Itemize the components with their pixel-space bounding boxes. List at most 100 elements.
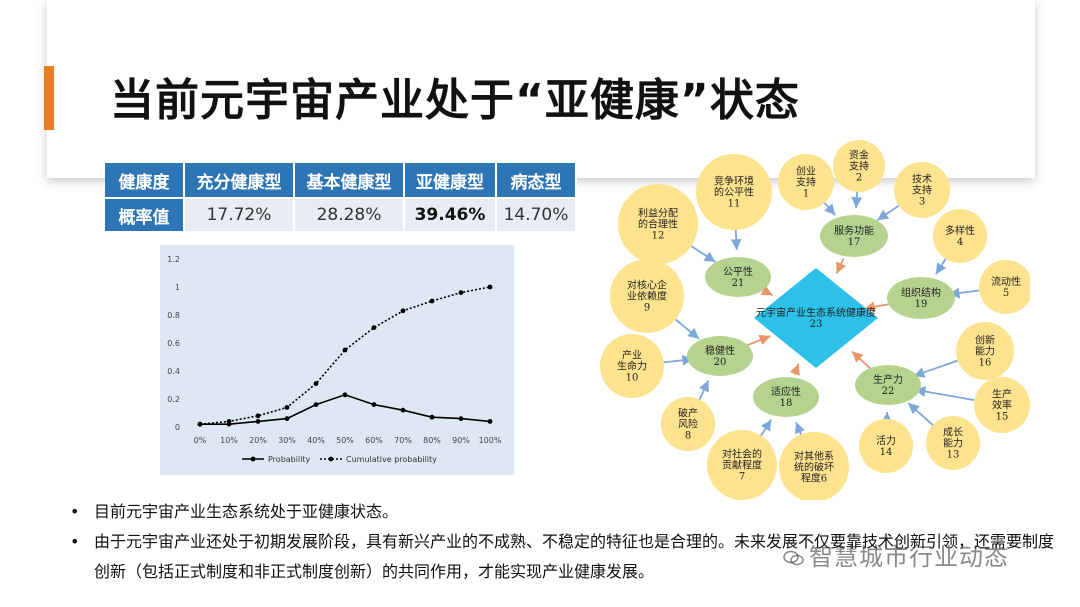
legend-label: Cumulative probability <box>346 455 437 464</box>
data-point <box>429 414 435 420</box>
indicator-node <box>696 154 772 230</box>
slide-title: 当前元宇宙产业处于“亚健康”状态 <box>110 75 800 126</box>
watermark: 智慧城市行业动态 <box>783 537 1009 572</box>
graph-edge <box>835 258 847 274</box>
health-table-header-cell: 基本健康型 <box>295 163 405 199</box>
graph-edge <box>851 191 863 209</box>
x-tick-label: 10% <box>220 436 238 445</box>
data-point <box>313 381 319 386</box>
data-point <box>197 421 203 427</box>
indicator-node <box>859 419 913 473</box>
bullet-text: 目前元宇宙产业生态系统处于亚健康状态。 <box>94 502 399 521</box>
indicator-node-label: 组织结构 19 <box>901 286 941 310</box>
y-tick-label: 0 <box>175 423 180 432</box>
x-tick-label: 60% <box>365 436 383 445</box>
y-tick-label: 1.2 <box>167 255 180 264</box>
health-table-cell: 28.28% <box>295 199 405 231</box>
data-point <box>284 416 290 421</box>
indicator-node-label: 流动性 5 <box>991 275 1021 299</box>
data-point <box>429 298 435 304</box>
x-tick-label: 100% <box>479 436 502 445</box>
indicator-node-label: 破产风险 8 <box>678 407 698 442</box>
bullet-dot-icon: • <box>70 532 80 551</box>
graph-edge <box>913 359 958 378</box>
indicator-node <box>887 277 955 319</box>
graph-edge <box>789 363 800 376</box>
bullet-item: • 由于元宇宙产业还处于初期发展阶段，具有新兴产业的不成熟、不稳定的特征也是合理… <box>70 527 1060 587</box>
y-tick-label: 0.2 <box>167 395 180 404</box>
graph-edge <box>851 350 872 370</box>
indicator-node <box>833 140 885 192</box>
indicator-node <box>600 334 664 398</box>
series-line <box>199 286 491 425</box>
health-table-header-cell: 亚健康型 <box>405 163 497 199</box>
y-tick-label: 0.6 <box>167 339 180 348</box>
indicator-node <box>855 365 921 405</box>
health-table-header-cell: 病态型 <box>497 163 577 199</box>
y-tick-label: 0.4 <box>167 367 180 376</box>
x-tick-label: 20% <box>249 436 267 445</box>
health-indicator-graph: 元宇宙产业生态系统健康度 23 创业支持 1 资金支持 2 技术支持 3 多样性 4 流动性 5 竞争环… <box>600 140 1030 500</box>
probability-chart-svg: 0 0.2 0.4 0.6 0.8 1 1.2 0% 10% 20% 30% 40% 50% 60% 70%… <box>167 255 502 464</box>
health-table: 健康度 充分健康型 基本健康型 亚健康型 病态型 概率值 17.72% 28.2… <box>105 163 577 231</box>
indicator-node-label: 创业支持 1 <box>796 165 816 200</box>
indicator-node-label: 资金支持 2 <box>849 149 869 184</box>
indicator-node <box>979 260 1030 314</box>
data-point <box>255 419 261 424</box>
data-point <box>458 416 464 421</box>
x-tick-label: 40% <box>307 436 325 445</box>
x-tick-label: 90% <box>452 436 470 445</box>
x-tick-label: 0% <box>194 436 207 445</box>
indicator-node <box>778 154 834 210</box>
indicator-node-label: 公平性 21 <box>723 265 753 289</box>
health-table-header-row: 健康度 充分健康型 基本健康型 亚健康型 病态型 <box>105 163 577 199</box>
indicator-node-label: 产业生命力 10 <box>617 349 647 384</box>
center-node-label: 元宇宙产业生态系统健康度 23 <box>756 306 876 330</box>
data-point <box>313 402 319 407</box>
graph-edge <box>730 229 742 251</box>
series-line <box>200 393 491 425</box>
data-point <box>487 419 493 424</box>
graph-edge <box>914 386 975 402</box>
graph-edge <box>698 380 710 400</box>
indicator-node-label: 竞争环境的公平性 11 <box>714 175 754 210</box>
data-point <box>458 290 464 295</box>
legend-marker <box>250 456 256 462</box>
graph-edge <box>675 318 700 340</box>
indicator-node-label: 稳健性 20 <box>705 344 735 368</box>
health-table-value-row: 概率值 17.72% 28.28% 39.46% 14.70% <box>105 199 577 231</box>
x-tick-label: 70% <box>394 436 412 445</box>
indicator-node <box>618 184 698 264</box>
indicator-node-label: 创新能力 16 <box>975 334 995 369</box>
x-tick-label: 80% <box>423 436 441 445</box>
x-tick-label: 50% <box>336 436 354 445</box>
y-tick-label: 1 <box>175 283 180 292</box>
data-point <box>226 419 232 424</box>
indicator-node-label: 对核心企业依赖度 9 <box>627 279 667 314</box>
graph-edge <box>690 245 716 263</box>
indicator-node-label: 生产效率 15 <box>992 388 1012 423</box>
indicator-node-label: 利益分配的合理性 12 <box>638 207 678 242</box>
indicator-node <box>779 432 849 500</box>
graph-edge <box>823 202 837 216</box>
data-point <box>371 325 377 330</box>
indicator-node <box>707 430 777 500</box>
graph-edge <box>907 402 934 426</box>
health-table-row-label: 概率值 <box>105 199 185 231</box>
data-point <box>255 413 261 419</box>
indicator-node-label: 技术支持 3 <box>912 173 932 208</box>
indicator-node <box>661 397 715 451</box>
bullet-item: • 目前元宇宙产业生态系统处于亚健康状态。 <box>70 497 1060 527</box>
data-point <box>487 284 493 290</box>
indicator-node <box>956 322 1014 380</box>
indicator-node-label: 多样性 4 <box>945 224 975 248</box>
indicator-node-label: 服务功能 17 <box>834 224 874 248</box>
health-table-cell-highlight: 39.46% <box>405 199 497 231</box>
health-table-header-cell: 健康度 <box>105 163 185 199</box>
indicator-node <box>610 259 684 333</box>
health-table-cell: 14.70% <box>497 199 577 231</box>
bullet-dot-icon: • <box>70 502 80 521</box>
indicator-node-label: 对社会的贡献程度 7 <box>722 448 762 483</box>
indicator-node-label: 成长能力 13 <box>943 427 963 461</box>
health-table-header-cell: 充分健康型 <box>185 163 295 199</box>
